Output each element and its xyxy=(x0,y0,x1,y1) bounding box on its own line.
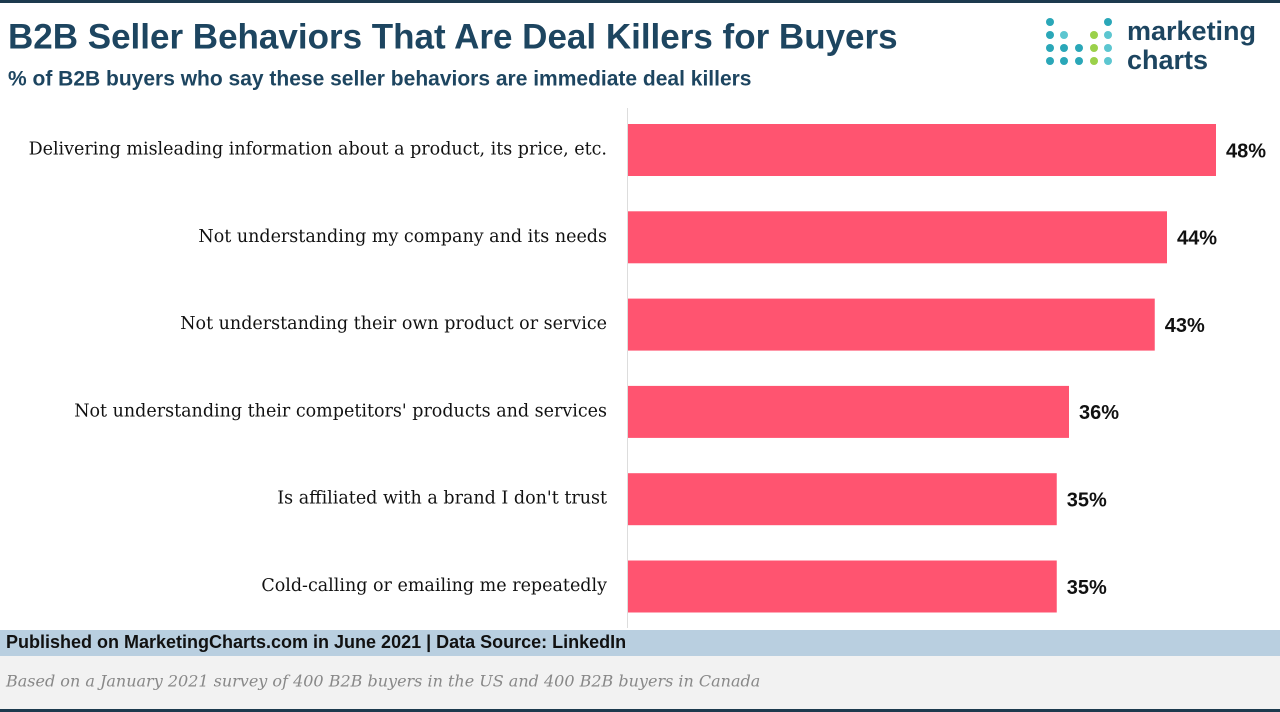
value-label: 36% xyxy=(1079,402,1119,424)
bars: Delivering misleading information about … xyxy=(29,124,1266,613)
logo-text: marketing xyxy=(1127,16,1256,46)
category-label: Delivering misleading information about … xyxy=(29,140,607,160)
category-label: Cold-calling or emailing me repeatedly xyxy=(261,576,607,596)
bottom-border xyxy=(0,709,1280,712)
bar xyxy=(628,211,1167,264)
category-label: Not understanding their competitors' pro… xyxy=(74,401,607,421)
value-label: 35% xyxy=(1067,489,1107,511)
category-label: Not understanding their own product or s… xyxy=(180,314,607,334)
chart-title: B2B Seller Behaviors That Are Deal Kille… xyxy=(8,17,898,56)
logo-text: charts xyxy=(1127,45,1208,75)
bar xyxy=(628,124,1216,176)
top-border xyxy=(0,0,1280,3)
value-label: 35% xyxy=(1067,577,1107,599)
value-label: 44% xyxy=(1177,228,1217,250)
value-label: 48% xyxy=(1226,140,1266,162)
footer-band xyxy=(0,630,1280,656)
bar xyxy=(628,298,1155,351)
chart-subtitle: % of B2B buyers who say these seller beh… xyxy=(8,68,752,91)
note-band xyxy=(0,656,1280,709)
bar xyxy=(628,473,1057,526)
value-label: 43% xyxy=(1165,315,1205,337)
footer-source: Published on MarketingCharts.com in June… xyxy=(6,632,626,652)
bar xyxy=(628,385,1069,438)
category-label: Is affiliated with a brand I don't trust xyxy=(277,489,607,509)
category-label: Not understanding my company and its nee… xyxy=(198,227,607,247)
footer-note: Based on a January 2021 survey of 400 B2… xyxy=(5,672,760,691)
logo-dots xyxy=(1046,18,1112,65)
bar xyxy=(628,560,1057,613)
